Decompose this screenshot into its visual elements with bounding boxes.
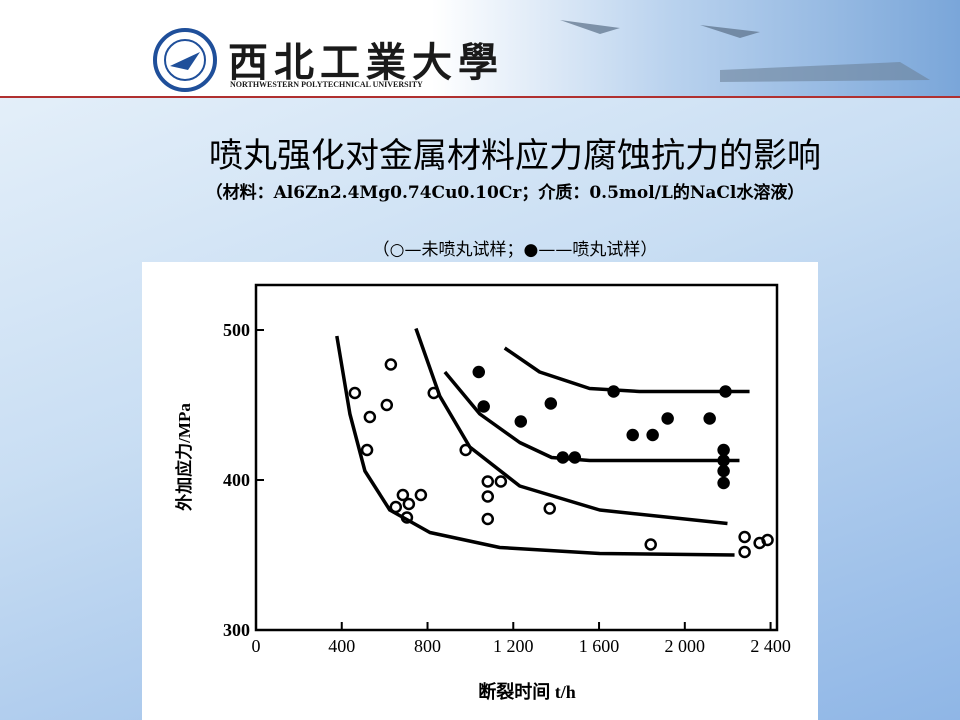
point-filled: [717, 443, 730, 457]
point-open: [414, 488, 428, 502]
point-filled: [717, 464, 730, 478]
chart-title: 喷丸强化对金属材料应力腐蚀抗力的影响: [209, 136, 821, 176]
point-filled: [472, 365, 486, 379]
y-axis-label: 外加应力/MPa: [174, 403, 194, 511]
curve: [414, 327, 728, 526]
point-open: [644, 538, 657, 551]
point-open: [380, 398, 394, 412]
point-filled: [544, 397, 558, 410]
y-tick-label: 400: [223, 470, 250, 490]
point-filled: [514, 415, 528, 428]
point-open: [348, 386, 362, 400]
x-tick-label: 1 200: [493, 636, 534, 656]
point-open: [481, 475, 495, 488]
logo: [0, 0, 930, 96]
curve: [443, 370, 740, 463]
y-tick-label: 300: [223, 620, 250, 640]
plot-frame: [254, 283, 779, 632]
point-filled: [477, 400, 490, 413]
x-tick-label: 400: [328, 636, 355, 656]
university-name: 西北工業大學: [228, 39, 504, 86]
point-open: [543, 502, 556, 515]
point-open: [481, 512, 495, 526]
point-filled: [661, 412, 674, 425]
legend-note: （○—未喷丸试样；●——喷丸试样）: [372, 240, 658, 260]
point-open: [459, 443, 472, 457]
point-open: [738, 530, 751, 544]
chart-subtitle: （材料：Al6Zn2.4Mg0.74Cu0.10Cr；介质：0.5mol/L的N…: [205, 183, 805, 203]
x-tick-label: 1 600: [579, 636, 620, 656]
y-tick-label: 500: [223, 320, 250, 340]
point-filled: [646, 428, 659, 442]
point-open: [360, 443, 374, 457]
point-open: [363, 410, 377, 424]
point-open: [761, 533, 774, 547]
x-tick-label: 2 400: [750, 636, 791, 656]
curve: [335, 335, 735, 557]
x-tick-label: 2 000: [665, 636, 706, 656]
chart: 300 400 500 0 400 800 1 200 1 600 2 000 2 400 断裂时间…: [142, 262, 818, 720]
banner: 西北工業大學 NORTHWESTERN POLYTECHNICAL UNIVER…: [0, 0, 960, 98]
point-open: [481, 490, 495, 503]
x-tick-label: 800: [414, 636, 441, 656]
point-open: [384, 358, 398, 371]
point-open: [738, 545, 751, 559]
point-open: [494, 475, 508, 488]
point-filled: [703, 412, 716, 425]
point-filled: [626, 428, 639, 442]
university-name-en: NORTHWESTERN POLYTECHNICAL UNIVERSITY: [230, 80, 423, 89]
point-filled: [717, 476, 730, 490]
point-open: [402, 497, 416, 511]
x-axis-label: 断裂时间 t/h: [478, 681, 576, 702]
point-open: [396, 488, 410, 502]
curve: [503, 346, 750, 394]
x-tick-label: 0: [252, 636, 261, 656]
